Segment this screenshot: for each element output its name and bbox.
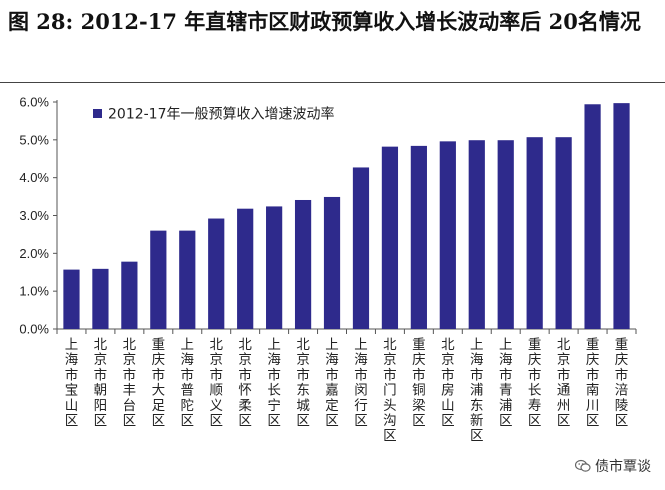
x-tick-label: 北京市怀柔区 bbox=[238, 337, 252, 429]
x-tick-label: 上海市青浦区 bbox=[499, 337, 513, 429]
bar bbox=[237, 208, 254, 329]
y-tick-label: 5.0% bbox=[19, 132, 49, 147]
bar bbox=[555, 137, 572, 329]
x-tick-label: 上海市长宁区 bbox=[267, 337, 281, 429]
legend-swatch bbox=[93, 109, 102, 118]
bar bbox=[294, 199, 312, 329]
x-tick-label: 重庆市铜梁区 bbox=[412, 337, 426, 429]
bar bbox=[352, 167, 370, 329]
bar bbox=[584, 104, 601, 330]
x-tick-label: 北京市东城区 bbox=[296, 337, 310, 429]
x-tick-label: 上海市闵行区 bbox=[354, 337, 368, 429]
title-divider bbox=[0, 82, 665, 83]
x-tick-label: 北京市房山区 bbox=[441, 337, 455, 429]
y-tick-label: 4.0% bbox=[19, 170, 49, 185]
bar bbox=[63, 269, 80, 329]
bar bbox=[497, 140, 514, 329]
bar bbox=[150, 230, 167, 329]
bar bbox=[323, 196, 341, 329]
bar bbox=[121, 261, 138, 329]
x-tick-label: 重庆市涪陵区 bbox=[615, 337, 629, 429]
bar bbox=[381, 146, 399, 329]
bar bbox=[526, 137, 543, 329]
y-tick-label: 3.0% bbox=[19, 208, 49, 223]
y-tick-label: 2.0% bbox=[19, 246, 49, 261]
x-tick-label: 重庆市南川区 bbox=[586, 337, 600, 429]
x-tick-label: 北京市通州区 bbox=[557, 337, 571, 429]
bar bbox=[613, 103, 630, 329]
x-tick-label: 上海市宝山区 bbox=[65, 337, 79, 429]
figure-title: 图 28: 2012-17 年直辖市区财政预算收入增长波动率后 20名情况 bbox=[8, 9, 641, 34]
watermark: 债市覃谈 bbox=[575, 456, 651, 476]
bar bbox=[266, 206, 283, 329]
bar bbox=[439, 141, 456, 329]
bar bbox=[179, 230, 196, 329]
x-tick-label: 北京市门头沟区 bbox=[383, 337, 397, 444]
x-tick-label: 上海市浦东新区 bbox=[470, 337, 484, 444]
bar bbox=[410, 145, 427, 329]
bar bbox=[208, 218, 225, 329]
bar bbox=[468, 140, 485, 329]
watermark-text: 债市覃谈 bbox=[595, 459, 651, 475]
x-tick-label: 重庆市大足区 bbox=[152, 337, 166, 429]
y-tick-label: 6.0% bbox=[19, 95, 49, 110]
legend-label: 2012-17年一般预算收入增速波动率 bbox=[108, 106, 335, 123]
x-tick-label: 北京市顺义区 bbox=[209, 337, 223, 429]
x-tick-label: 重庆市长寿区 bbox=[528, 337, 542, 429]
x-tick-label: 上海市嘉定区 bbox=[325, 337, 339, 429]
x-tick-label: 上海市普陀区 bbox=[181, 337, 195, 429]
wechat-icon bbox=[575, 459, 591, 472]
y-tick-label: 0.0% bbox=[19, 322, 49, 337]
bar bbox=[92, 268, 109, 329]
y-tick-label: 1.0% bbox=[19, 284, 49, 299]
x-tick-label: 北京市朝阳区 bbox=[94, 337, 108, 429]
x-tick-label: 北京市丰台区 bbox=[123, 337, 137, 429]
